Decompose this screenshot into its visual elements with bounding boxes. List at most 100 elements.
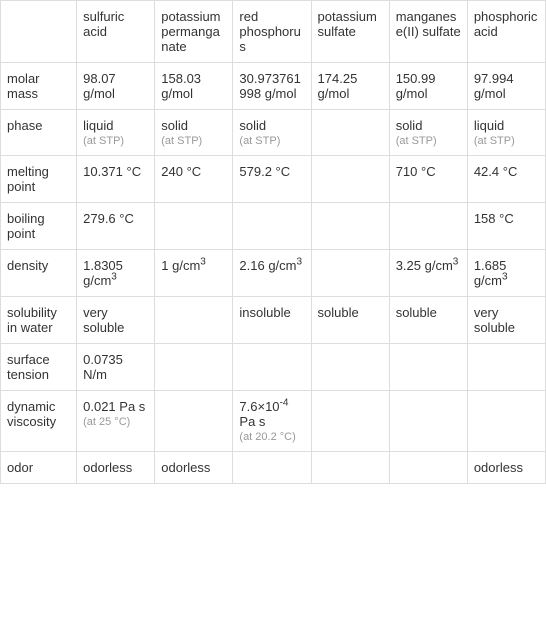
data-cell: solid (at STP) (389, 110, 467, 156)
column-header: sulfuric acid (77, 1, 155, 63)
cell-value: liquid (83, 118, 113, 133)
data-cell (311, 250, 389, 297)
table-row: density1.8305 g/cm31 g/cm32.16 g/cm33.25… (1, 250, 546, 297)
cell-value: soluble (318, 305, 359, 320)
cell-subnote: (at STP) (83, 135, 148, 147)
cell-superscript: 3 (200, 257, 206, 268)
cell-value: solid (239, 118, 266, 133)
data-cell (311, 344, 389, 391)
data-cell: 42.4 °C (467, 156, 545, 203)
column-header: potassium permanganate (155, 1, 233, 63)
cell-value: 158 °C (474, 211, 514, 226)
data-cell: liquid (at STP) (77, 110, 155, 156)
data-cell (467, 344, 545, 391)
table-row: surface tension0.0735 N/m (1, 344, 546, 391)
data-cell (233, 452, 311, 484)
data-cell: 30.973761998 g/mol (233, 63, 311, 110)
row-label: molar mass (1, 63, 77, 110)
cell-superscript: -4 (280, 398, 289, 409)
row-label: density (1, 250, 77, 297)
cell-subnote: (at STP) (474, 135, 539, 147)
data-cell: 240 °C (155, 156, 233, 203)
cell-subnote: (at STP) (161, 135, 226, 147)
cell-superscript: 3 (297, 257, 303, 268)
data-cell (311, 110, 389, 156)
data-cell: 98.07 g/mol (77, 63, 155, 110)
cell-value: liquid (474, 118, 504, 133)
data-cell: 10.371 °C (77, 156, 155, 203)
data-cell (233, 344, 311, 391)
cell-value: odorless (83, 460, 132, 475)
column-header: potassium sulfate (311, 1, 389, 63)
cell-value: 97.994 g/mol (474, 71, 514, 101)
cell-superscript: 3 (502, 272, 508, 283)
cell-value: insoluble (239, 305, 290, 320)
cell-value: very soluble (83, 305, 124, 335)
data-cell: 0.021 Pa s (at 25 °C) (77, 391, 155, 452)
data-cell (467, 391, 545, 452)
cell-superscript: 3 (111, 272, 117, 283)
cell-value: 150.99 g/mol (396, 71, 436, 101)
cell-subnote: (at STP) (396, 135, 461, 147)
row-label: solubility in water (1, 297, 77, 344)
table-row: boiling point 279.6 °C 158 °C (1, 203, 546, 250)
cell-value: odorless (161, 460, 210, 475)
column-header: phosphoric acid (467, 1, 545, 63)
row-label: dynamic viscosity (1, 391, 77, 452)
data-cell: 579.2 °C (233, 156, 311, 203)
cell-subnote: (at 25 °C) (83, 416, 148, 428)
data-cell: soluble (389, 297, 467, 344)
cell-subnote: (at 20.2 °C) (239, 431, 304, 443)
data-cell (155, 344, 233, 391)
table-row: dynamic viscosity 0.021 Pa s (at 25 °C) 7.6… (1, 391, 546, 452)
cell-value: 174.25 g/mol (318, 71, 358, 101)
cell-value: 240 °C (161, 164, 201, 179)
data-cell: very soluble (77, 297, 155, 344)
cell-value: 7.6×10 (239, 399, 279, 414)
cell-value: 3.25 g/cm (396, 258, 453, 273)
properties-table: sulfuric acid potassium permanganate red… (0, 0, 546, 484)
data-cell: very soluble (467, 297, 545, 344)
cell-value: 0.021 Pa s (83, 399, 145, 414)
data-cell (389, 344, 467, 391)
data-cell (311, 391, 389, 452)
cell-value: very soluble (474, 305, 515, 335)
cell-value: 279.6 °C (83, 211, 134, 226)
data-cell: 158.03 g/mol (155, 63, 233, 110)
data-cell: odorless (77, 452, 155, 484)
cell-value: solid (396, 118, 423, 133)
table-row: odor odorless odorless odorless (1, 452, 546, 484)
cell-value: 579.2 °C (239, 164, 290, 179)
row-label: melting point (1, 156, 77, 203)
data-cell: insoluble (233, 297, 311, 344)
cell-value: Pa s (239, 414, 265, 429)
data-cell: 1.8305 g/cm3 (77, 250, 155, 297)
column-header: red phosphorus (233, 1, 311, 63)
row-label: odor (1, 452, 77, 484)
cell-subnote: (at STP) (239, 135, 304, 147)
data-cell: 158 °C (467, 203, 545, 250)
data-cell: 1 g/cm3 (155, 250, 233, 297)
data-cell (311, 452, 389, 484)
data-cell (155, 203, 233, 250)
cell-value: 42.4 °C (474, 164, 518, 179)
corner-cell (1, 1, 77, 63)
data-cell: 150.99 g/mol (389, 63, 467, 110)
data-cell: odorless (155, 452, 233, 484)
cell-value: 710 °C (396, 164, 436, 179)
data-cell: solid (at STP) (233, 110, 311, 156)
data-cell: 174.25 g/mol (311, 63, 389, 110)
column-header: manganese(II) sulfate (389, 1, 467, 63)
data-cell (155, 297, 233, 344)
data-cell: solid(at STP) (155, 110, 233, 156)
cell-superscript: 3 (453, 257, 459, 268)
row-label: surface tension (1, 344, 77, 391)
data-cell: liquid (at STP) (467, 110, 545, 156)
data-cell: soluble (311, 297, 389, 344)
table-row: phaseliquid(at STP)solid(at STP)solid(at… (1, 110, 546, 156)
cell-value: 158.03 g/mol (161, 71, 201, 101)
row-label: boiling point (1, 203, 77, 250)
data-cell (389, 452, 467, 484)
table-row: molar mass98.07 g/mol158.03 g/mol 30.9737… (1, 63, 546, 110)
data-cell: odorless (467, 452, 545, 484)
